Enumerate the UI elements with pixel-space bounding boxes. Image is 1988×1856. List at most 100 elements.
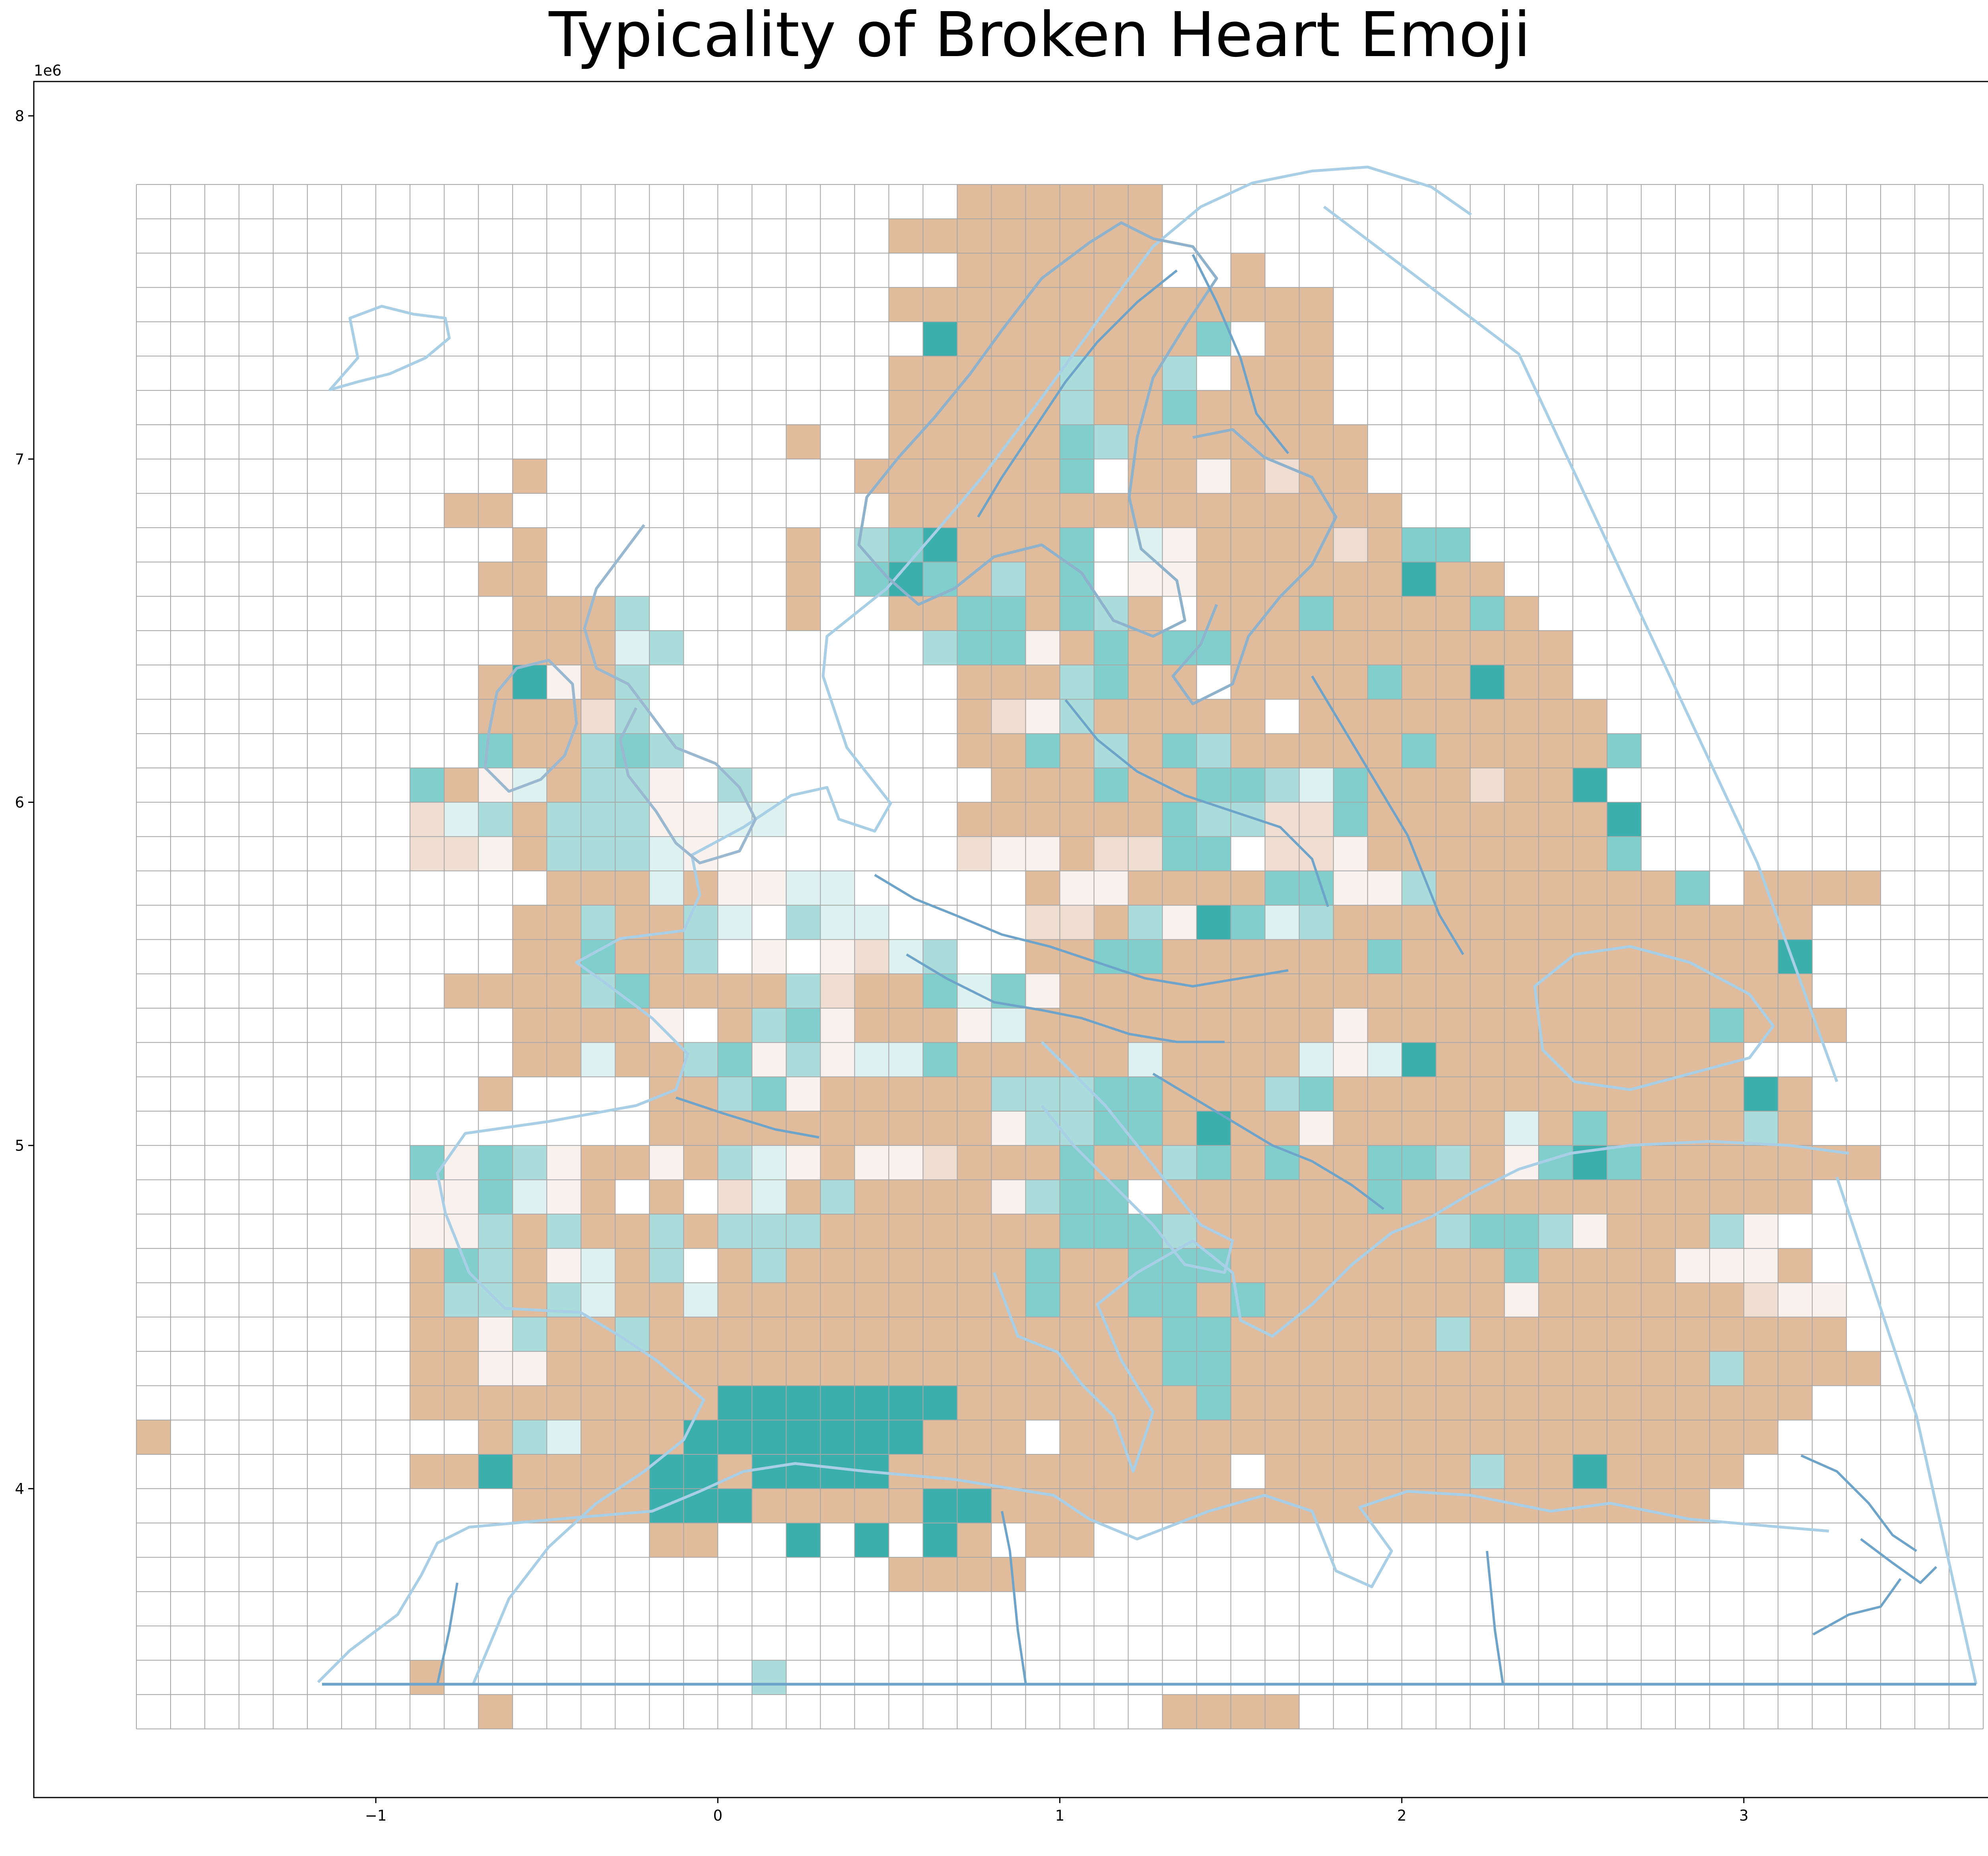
heatmap-cell xyxy=(1367,974,1402,1009)
heatmap-cell xyxy=(1333,1283,1368,1317)
heatmap-cell xyxy=(889,1489,923,1523)
heatmap-cell xyxy=(1162,665,1197,700)
heatmap-cell xyxy=(1128,1248,1163,1283)
x-tick-label: 3 xyxy=(1739,1807,1749,1824)
heatmap-cell xyxy=(1025,184,1060,219)
heatmap-cell xyxy=(1333,1111,1368,1146)
heatmap-cell xyxy=(581,1454,615,1489)
heatmap-cell xyxy=(1025,905,1060,940)
heatmap-cell xyxy=(1060,1248,1094,1283)
heatmap-cell xyxy=(615,1317,650,1352)
heatmap-cell xyxy=(444,836,479,871)
heatmap-cell xyxy=(1265,733,1299,768)
heatmap-cell xyxy=(1231,1695,1265,1729)
heatmap-cell xyxy=(581,1283,615,1317)
heatmap-cell xyxy=(581,1214,615,1249)
heatmap-cell xyxy=(1402,1180,1436,1214)
heatmap-cell xyxy=(718,768,752,803)
heatmap-cell xyxy=(1607,1214,1641,1249)
heatmap-cell xyxy=(1641,1351,1675,1386)
heatmap-cell xyxy=(957,836,992,871)
heatmap-cell xyxy=(889,1248,923,1283)
tick-marks xyxy=(28,115,1745,1803)
heatmap-cell xyxy=(513,939,547,974)
heatmap-cell xyxy=(1367,1351,1402,1386)
heatmap-cell xyxy=(786,1111,821,1146)
heatmap-cell xyxy=(1196,562,1231,597)
heatmap-cell xyxy=(1504,630,1539,665)
heatmap-cell xyxy=(1299,287,1334,322)
heatmap-cell xyxy=(752,1145,786,1180)
heatmap-cell xyxy=(1128,768,1163,803)
heatmap-cell xyxy=(1675,1351,1710,1386)
heatmap-cell xyxy=(410,1454,445,1489)
heatmap-cell xyxy=(683,905,718,940)
heatmap-cell xyxy=(889,974,923,1009)
heatmap-cell xyxy=(1538,1042,1573,1077)
heatmap-cell xyxy=(1231,699,1265,734)
heatmap-cell xyxy=(1162,1454,1197,1489)
heatmap-cell xyxy=(1367,836,1402,871)
heatmap-cell xyxy=(1025,1386,1060,1420)
heatmap-cell xyxy=(513,1489,547,1523)
heatmap-cell xyxy=(1060,1351,1094,1386)
heatmap-cell xyxy=(1709,1454,1744,1489)
heatmap-cell xyxy=(649,768,684,803)
heatmap-cell xyxy=(957,1557,992,1592)
heatmap-cell xyxy=(752,939,786,974)
heatmap-cell xyxy=(513,562,547,597)
heatmap-cell xyxy=(1470,1386,1505,1420)
heatmap-cell xyxy=(1265,493,1299,528)
heatmap-cell xyxy=(1367,1008,1402,1043)
heatmap-cell xyxy=(649,1420,684,1454)
heatmap-cell xyxy=(923,527,957,562)
heatmap-cell xyxy=(1265,802,1299,837)
heatmap-cell xyxy=(410,1248,445,1283)
heatmap-cell xyxy=(1402,1317,1436,1352)
heatmap-cell xyxy=(1128,562,1163,597)
axes xyxy=(33,81,1988,1798)
heatmap-cell xyxy=(1573,1042,1607,1077)
heatmap-cell xyxy=(1162,527,1197,562)
heatmap-cell xyxy=(547,596,581,631)
heatmap-cell xyxy=(478,1351,513,1386)
heatmap-cell xyxy=(1265,630,1299,665)
heatmap-cell xyxy=(889,1042,923,1077)
heatmap-cell xyxy=(649,1008,684,1043)
heatmap-cell xyxy=(1299,459,1334,494)
heatmap-cell xyxy=(1128,630,1163,665)
heatmap-cell xyxy=(1778,1145,1812,1180)
heatmap-cell xyxy=(1538,1214,1573,1249)
heatmap-cell xyxy=(1641,1180,1675,1214)
heatmap-cell xyxy=(1333,459,1368,494)
heatmap-cell xyxy=(1470,768,1505,803)
heatmap-cell xyxy=(1162,939,1197,974)
heatmap-cell xyxy=(683,1008,718,1043)
heatmap-cell xyxy=(478,1695,513,1729)
heatmap-cell xyxy=(1162,974,1197,1009)
heatmap-cell xyxy=(615,802,650,837)
heatmap-cell xyxy=(1367,939,1402,974)
heatmap-cell xyxy=(649,1214,684,1249)
heatmap-cell xyxy=(752,1214,786,1249)
heatmap-cell xyxy=(1265,1248,1299,1283)
heatmap-cell xyxy=(1504,1420,1539,1454)
heatmap-cell xyxy=(1299,1248,1334,1283)
heatmap-cell xyxy=(1367,665,1402,700)
heatmap-cell xyxy=(1265,1454,1299,1489)
heatmap-cell xyxy=(1025,802,1060,837)
heatmap-cell xyxy=(1128,1077,1163,1111)
heatmap-cell xyxy=(478,768,513,803)
heatmap-cell xyxy=(923,1351,957,1386)
heatmap-cell xyxy=(513,1317,547,1352)
heatmap-cell xyxy=(1436,733,1470,768)
heatmap-cell xyxy=(1231,836,1265,871)
heatmap-cell xyxy=(1333,1351,1368,1386)
heatmap-cell xyxy=(478,1454,513,1489)
heatmap-cell xyxy=(1162,1317,1197,1352)
heatmap-cell xyxy=(1436,562,1470,597)
heatmap-cell xyxy=(1299,1489,1334,1523)
heatmap-cell xyxy=(1060,836,1094,871)
heatmap-cell xyxy=(718,905,752,940)
heatmap-cell xyxy=(1333,390,1368,425)
